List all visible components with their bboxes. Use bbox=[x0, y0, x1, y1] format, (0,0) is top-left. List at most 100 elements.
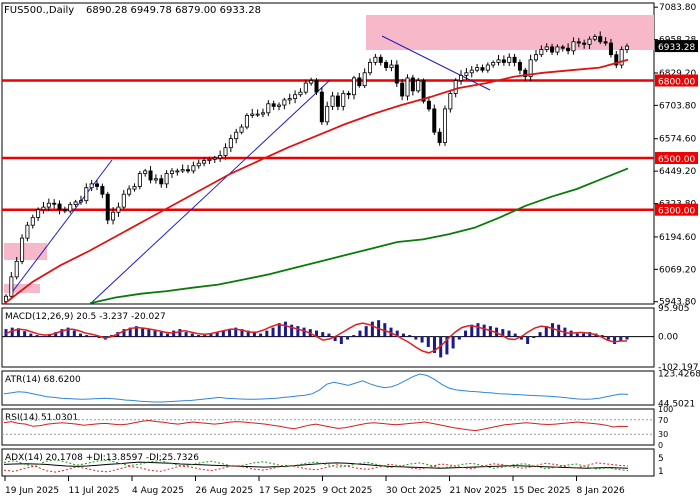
macd-hist-bar bbox=[72, 330, 76, 337]
macd-hist-bar bbox=[29, 333, 33, 337]
candle-body bbox=[84, 187, 89, 202]
level-badge-label: 6300.00 bbox=[658, 207, 695, 217]
candle-body bbox=[619, 49, 624, 66]
macd-y-tick-label: -102.197 bbox=[658, 363, 698, 373]
candle-body bbox=[78, 200, 83, 203]
level-badge-label: 6800.00 bbox=[658, 78, 695, 88]
macd-hist-bar bbox=[283, 321, 287, 337]
x-tick-label: 17 Sep 2025 bbox=[259, 486, 316, 496]
candle-body bbox=[30, 217, 35, 226]
candle-body bbox=[191, 165, 196, 172]
candle-body bbox=[587, 38, 592, 45]
candle-body bbox=[202, 160, 207, 164]
rsi-y-tick-label: 70 bbox=[658, 416, 668, 425]
candle-body bbox=[582, 42, 587, 45]
symbol-title: FUS500.,Daily bbox=[4, 5, 74, 16]
macd-hist-bar bbox=[153, 330, 157, 337]
candle-body bbox=[523, 69, 528, 78]
level-badge-6500.00 bbox=[655, 152, 698, 165]
adx-y-tick-label: 1 bbox=[658, 467, 664, 477]
support-zone-lower bbox=[4, 284, 40, 293]
price-y-tick-label: 6829.20 bbox=[659, 69, 696, 79]
candle-body bbox=[169, 170, 174, 174]
candle-body bbox=[480, 67, 485, 71]
macd-hist-bar bbox=[426, 336, 430, 347]
candle-body bbox=[73, 201, 78, 205]
macd-hist-bar bbox=[190, 333, 194, 337]
support-zone-upper bbox=[4, 243, 47, 260]
candle-body bbox=[576, 41, 581, 44]
macd-hist-bar bbox=[606, 336, 610, 340]
atr-line bbox=[3, 373, 629, 403]
macd-hist-bar bbox=[259, 333, 263, 337]
candle-body bbox=[111, 211, 116, 221]
macd-hist-bar bbox=[439, 336, 443, 358]
macd-y-tick-label: 95.905 bbox=[658, 304, 690, 314]
atr-title: ATR(14) 68.6200 bbox=[5, 375, 81, 385]
macd-hist-bar bbox=[370, 321, 374, 337]
candle-body bbox=[52, 202, 57, 205]
candle-body bbox=[95, 183, 100, 187]
candle-body bbox=[533, 54, 538, 61]
panel-frame-2 bbox=[1, 370, 655, 406]
macd-hist-bar bbox=[457, 336, 461, 340]
macd-hist-bar bbox=[271, 327, 275, 337]
candle-body bbox=[132, 186, 137, 190]
macd-hist-bar bbox=[97, 336, 101, 339]
candle-body bbox=[448, 93, 453, 110]
candle-body bbox=[41, 206, 46, 211]
x-tick-label: 4 Aug 2025 bbox=[132, 486, 184, 496]
candle-body bbox=[260, 112, 265, 115]
level-badge-6300.00 bbox=[655, 203, 698, 216]
macd-hist-bar bbox=[197, 335, 201, 337]
candle-body bbox=[223, 147, 228, 156]
candle-body bbox=[346, 93, 351, 96]
rsi-line bbox=[3, 419, 629, 432]
candle-body bbox=[196, 162, 201, 167]
macd-title: MACD(12,26,9) 20.5 -3.237 -20.027 bbox=[5, 312, 166, 322]
macd-hist-bar bbox=[35, 335, 39, 337]
macd-panel: MACD(12,26,9) 20.5 -3.237 -20.027 95.905 0… bbox=[1, 304, 698, 373]
macd-hist-bar bbox=[451, 336, 455, 349]
candle-body bbox=[491, 62, 496, 66]
trendline-main bbox=[89, 79, 331, 305]
macd-hist-bar bbox=[538, 332, 542, 337]
trendline-early bbox=[9, 159, 113, 296]
candle-body bbox=[287, 98, 292, 101]
macd-hist-bar bbox=[10, 327, 14, 337]
x-tick-label: 15 Dec 2025 bbox=[513, 486, 571, 496]
macd-hist-bar bbox=[432, 336, 436, 353]
macd-hist-bar bbox=[464, 330, 468, 337]
macd-hist-bar bbox=[277, 323, 281, 337]
candle-body bbox=[394, 64, 399, 84]
macd-hist-bar bbox=[401, 333, 405, 337]
candle-body bbox=[186, 169, 191, 172]
candle-body bbox=[384, 62, 389, 68]
candle-body bbox=[303, 82, 308, 93]
macd-hist-bar bbox=[544, 326, 548, 337]
macd-hist-bar bbox=[41, 335, 45, 337]
macd-hist-bar bbox=[346, 336, 350, 340]
candle-body bbox=[592, 36, 597, 40]
macd-hist-bar bbox=[420, 336, 424, 343]
candle-body bbox=[143, 170, 148, 174]
candle-body bbox=[68, 204, 73, 212]
macd-hist-bar bbox=[60, 329, 64, 337]
x-axis: 19 Jun 2025 11 Jul 2025 4 Aug 2025 26 Aug 2… bbox=[4, 476, 625, 496]
candle-body bbox=[298, 91, 303, 96]
macd-hist-bar bbox=[66, 327, 70, 337]
candle-body bbox=[603, 41, 608, 44]
candle-body bbox=[437, 131, 442, 143]
candle-body bbox=[116, 206, 121, 213]
atr-y-tick-label: 44.5021 bbox=[658, 399, 695, 409]
macd-hist-bar bbox=[91, 335, 95, 337]
candle-body bbox=[271, 103, 276, 107]
macd-hist-bar bbox=[600, 335, 604, 337]
candle-body bbox=[105, 193, 110, 221]
candle-body bbox=[121, 193, 126, 208]
macd-hist-bar bbox=[550, 323, 554, 337]
candle-body bbox=[459, 74, 464, 81]
candle-body bbox=[137, 173, 142, 187]
price-panel: 7083.806958.286829.206703.806574.606449.… bbox=[1, 2, 698, 308]
candle-body bbox=[46, 202, 51, 208]
